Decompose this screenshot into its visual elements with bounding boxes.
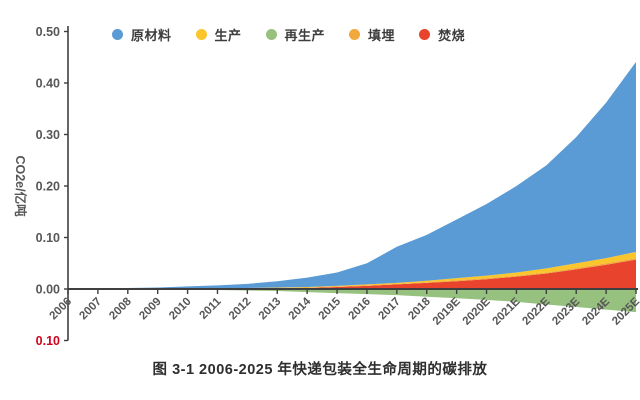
x-tick-label: 2006: [48, 296, 75, 323]
y-tick-label: 0.10: [36, 334, 60, 348]
x-tick-label: 2007: [77, 296, 104, 323]
y-tick-label: 0.20: [36, 180, 60, 194]
x-tick-label: 2016: [346, 296, 373, 323]
y-axis-title: CO2e/亿吨: [13, 155, 28, 217]
y-tick-label: 0.00: [36, 283, 60, 297]
x-tick-label: 2018: [406, 295, 433, 322]
chart-legend: 原材料 生产 再生产 填埋 焚烧: [112, 25, 465, 44]
x-tick-label: 2019E: [431, 295, 463, 327]
legend-item-production: 生产: [195, 25, 242, 44]
chart-canvas: 0.50 0.40 0.30 0.20 0.10 0.00 0.10 2006 2007 2008…: [13, 25, 640, 348]
x-tick-label: 2013: [257, 296, 284, 323]
legend-label-raw-material: 原材料: [131, 28, 172, 43]
area-raw-material: [68, 61, 636, 290]
y-tick-label: 0.50: [36, 25, 60, 39]
legend-label-landfill: 填埋: [368, 28, 396, 43]
legend-label-reproduction: 再生产: [284, 28, 326, 43]
x-tick-label: 2009: [137, 296, 164, 323]
area-incineration: [68, 259, 636, 289]
x-tick-label: 2010: [167, 296, 194, 323]
y-tick-label: 0.30: [36, 128, 60, 142]
x-tick-label: 2017: [376, 296, 403, 323]
legend-item-reproduction: 再生产: [265, 25, 326, 44]
area-reproduction: [68, 289, 636, 313]
legend-item-incineration: 焚烧: [419, 25, 465, 44]
x-tick-label: 2014: [287, 295, 314, 322]
legend-dot-reproduction: [265, 29, 277, 40]
legend-item-landfill: 填埋: [349, 25, 395, 44]
legend-label-production: 生产: [214, 28, 242, 43]
x-tick-label: 2008: [107, 295, 134, 322]
legend-dot-raw-material: [112, 29, 123, 40]
legend-dot-landfill: [349, 29, 361, 40]
legend-dot-incineration: [419, 29, 431, 40]
y-tick-label: 0.10: [36, 231, 60, 245]
legend-label-incineration: 焚烧: [438, 28, 466, 43]
x-tick-label: 2012: [227, 296, 254, 323]
y-tick-label: 0.40: [36, 77, 60, 91]
legend-dot-production: [195, 29, 207, 40]
x-tick-label: 2011: [197, 295, 224, 322]
x-tick-label: 2020E: [461, 295, 493, 327]
chart-caption: 图 3-1 2006-2025 年快递包装全生命周期的碳排放: [152, 362, 488, 378]
legend-item-raw-material: 原材料: [112, 25, 172, 44]
x-tick-label: 2015: [317, 295, 344, 322]
